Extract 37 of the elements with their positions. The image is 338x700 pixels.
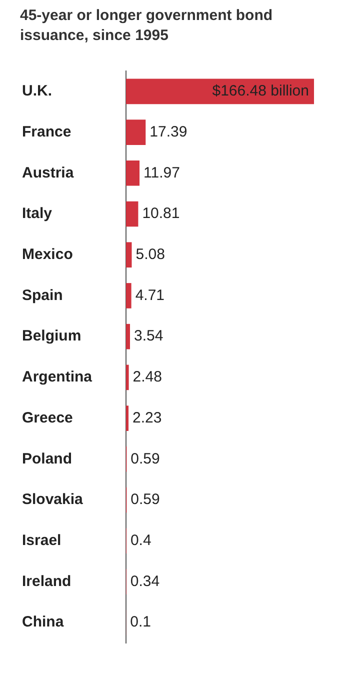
bar	[126, 160, 140, 186]
data-label: 0.59	[130, 450, 160, 468]
bar	[126, 364, 129, 390]
y-tick-label: China	[22, 614, 64, 631]
bar	[126, 324, 130, 350]
y-tick-label: Belgium	[22, 328, 82, 345]
y-tick-label: Ireland	[22, 572, 72, 590]
y-tick-label: Austria	[22, 164, 74, 182]
bar	[126, 406, 129, 431]
chart-title: 45-year or longer government bond issuance, since 1995	[20, 6, 274, 46]
bar	[126, 201, 138, 227]
bar	[126, 120, 146, 145]
data-label: 0.34	[130, 572, 160, 590]
y-tick-label: Mexico	[22, 246, 73, 263]
y-tick-label: Argentina	[22, 368, 93, 386]
y-tick-label: Slovakia	[22, 491, 84, 508]
bar	[126, 242, 132, 268]
data-label: 0.4	[130, 532, 152, 549]
data-label: 3.54	[134, 328, 164, 345]
bar	[126, 283, 132, 308]
data-label: 5.08	[136, 246, 165, 263]
y-tick-label: Spain	[22, 286, 63, 304]
y-tick-label: Poland	[22, 450, 72, 468]
y-tick-label: Greece	[22, 409, 73, 426]
data-label: 17.39	[150, 123, 188, 140]
data-label: 0.59	[130, 491, 160, 508]
data-label: 10.81	[142, 205, 180, 222]
y-tick-label: U.K.	[22, 82, 52, 100]
y-tick-label: France	[22, 123, 72, 140]
data-label: 0.1	[130, 614, 151, 631]
data-label: 4.71	[135, 286, 165, 304]
data-label: $166.48 billion	[212, 82, 309, 100]
data-label: 2.48	[132, 368, 162, 386]
y-tick-label: Israel	[22, 532, 62, 549]
y-tick-label: Italy	[22, 205, 53, 222]
data-label: 2.23	[132, 409, 162, 426]
data-label: 11.97	[144, 164, 180, 182]
